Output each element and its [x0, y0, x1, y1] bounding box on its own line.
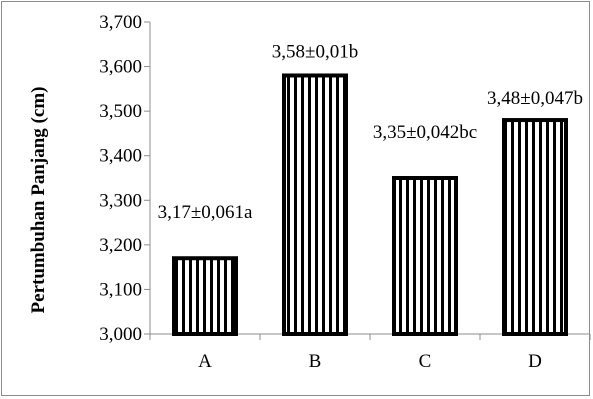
x-category-label: C: [419, 351, 432, 372]
data-label: 3,58±0,01b: [272, 41, 358, 62]
y-tick-label: 3,100: [99, 279, 142, 300]
y-tick-label: 3,300: [99, 190, 142, 211]
plot-area: 3,000 3,100 3,200 3,300 3,400 3,500 3,600 3,700…: [99, 12, 591, 372]
x-category-label: A: [198, 351, 212, 372]
y-tick-label: 3,200: [99, 235, 142, 256]
bar: [282, 73, 348, 336]
x-category-label: B: [309, 351, 322, 372]
bar: [502, 118, 568, 336]
x-category-label: D: [528, 351, 542, 372]
y-tick-label: 3,600: [99, 57, 142, 78]
y-tick-label: 3,700: [99, 12, 142, 33]
y-tick-label: 3,000: [99, 324, 142, 345]
y-tick-label: 3,500: [99, 101, 142, 122]
y-axis-title: Pertumbuhan Panjang (cm): [28, 87, 49, 314]
bar: [392, 176, 458, 336]
data-label: 3,35±0,042bc: [373, 122, 477, 143]
bar: [172, 256, 238, 337]
data-label: 3,48±0,047b: [487, 88, 583, 109]
data-label: 3,17±0,061a: [158, 202, 253, 223]
y-tick-label: 3,400: [99, 146, 142, 167]
